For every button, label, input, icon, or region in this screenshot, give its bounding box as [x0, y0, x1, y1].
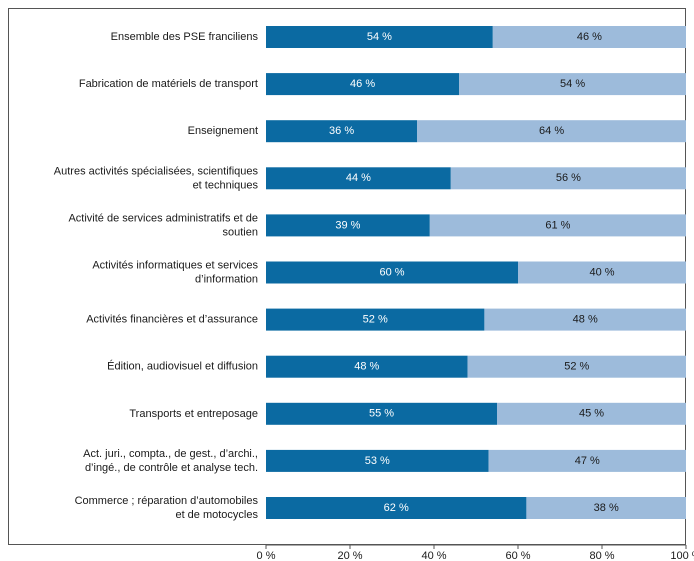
value-label: 52 % — [363, 314, 388, 326]
value-label: 56 % — [556, 172, 581, 184]
bar-segment — [497, 402, 686, 425]
x-tick-label: 80 % — [589, 550, 614, 561]
bar-segment — [518, 261, 686, 284]
bar-segment — [450, 167, 686, 190]
value-label: 61 % — [545, 219, 570, 231]
category-label: Autres activités spécialisées, scientifi… — [54, 165, 259, 191]
value-label: 39 % — [335, 219, 360, 231]
value-label: 60 % — [379, 266, 404, 278]
category-label: Activités financières et d’assurance — [86, 314, 258, 326]
bar-segment — [266, 120, 418, 143]
category-label: Édition, audiovisuel et diffusion — [107, 360, 258, 373]
bar-segment — [266, 497, 527, 519]
value-label: 48 % — [573, 314, 598, 326]
bar-segment — [429, 214, 686, 237]
bar-segment — [266, 402, 497, 425]
value-label: 38 % — [594, 502, 619, 514]
x-tick-label: 60 % — [505, 550, 530, 561]
bar-segment — [467, 355, 686, 378]
value-label: 47 % — [575, 455, 600, 467]
category-label: Fabrication de matériels de transport — [79, 78, 258, 90]
x-tick-label: 40 % — [421, 550, 446, 561]
value-label: 46 % — [577, 31, 602, 43]
bar-segment — [266, 355, 468, 378]
value-label: 54 % — [560, 78, 585, 90]
value-label: 48 % — [354, 361, 379, 373]
value-label: 53 % — [365, 455, 390, 467]
bar-segment — [266, 167, 451, 190]
x-tick-label: 0 % — [257, 550, 276, 561]
bar-segment — [484, 308, 686, 331]
category-label: Activités informatiques et services d’inf… — [92, 259, 258, 285]
bar-segment — [266, 73, 460, 96]
bar-segment — [266, 214, 430, 237]
value-label: 62 % — [384, 502, 409, 514]
bar-segment — [526, 497, 686, 519]
value-label: 45 % — [579, 408, 604, 420]
x-tick-label: 100 % — [670, 550, 694, 561]
value-label: 55 % — [369, 408, 394, 420]
bar-segment — [459, 73, 686, 96]
bar-segment — [266, 449, 489, 472]
value-label: 36 % — [329, 125, 354, 137]
bar-segment — [266, 261, 518, 284]
x-tick-label: 20 % — [337, 550, 362, 561]
value-label: 40 % — [589, 266, 614, 278]
bar-segment — [266, 26, 493, 48]
value-label: 52 % — [564, 361, 589, 373]
bar-segment — [488, 449, 686, 472]
bar-segment — [266, 308, 485, 331]
value-label: 54 % — [367, 31, 392, 43]
value-label: 64 % — [539, 125, 564, 137]
value-label: 46 % — [350, 78, 375, 90]
bar-segment — [492, 26, 686, 48]
category-label: Enseignement — [188, 125, 258, 137]
value-label: 44 % — [346, 172, 371, 184]
category-label: Act. juri., compta., de gest., d’archi.,… — [83, 448, 258, 474]
category-label: Ensemble des PSE franciliens — [111, 31, 259, 43]
bar-segment — [417, 120, 686, 143]
category-label: Transports et entreposage — [129, 408, 258, 420]
category-label: Activité de services administratifs et d… — [68, 212, 258, 238]
category-label: Commerce ; réparation d’automobiles et de… — [75, 495, 259, 521]
